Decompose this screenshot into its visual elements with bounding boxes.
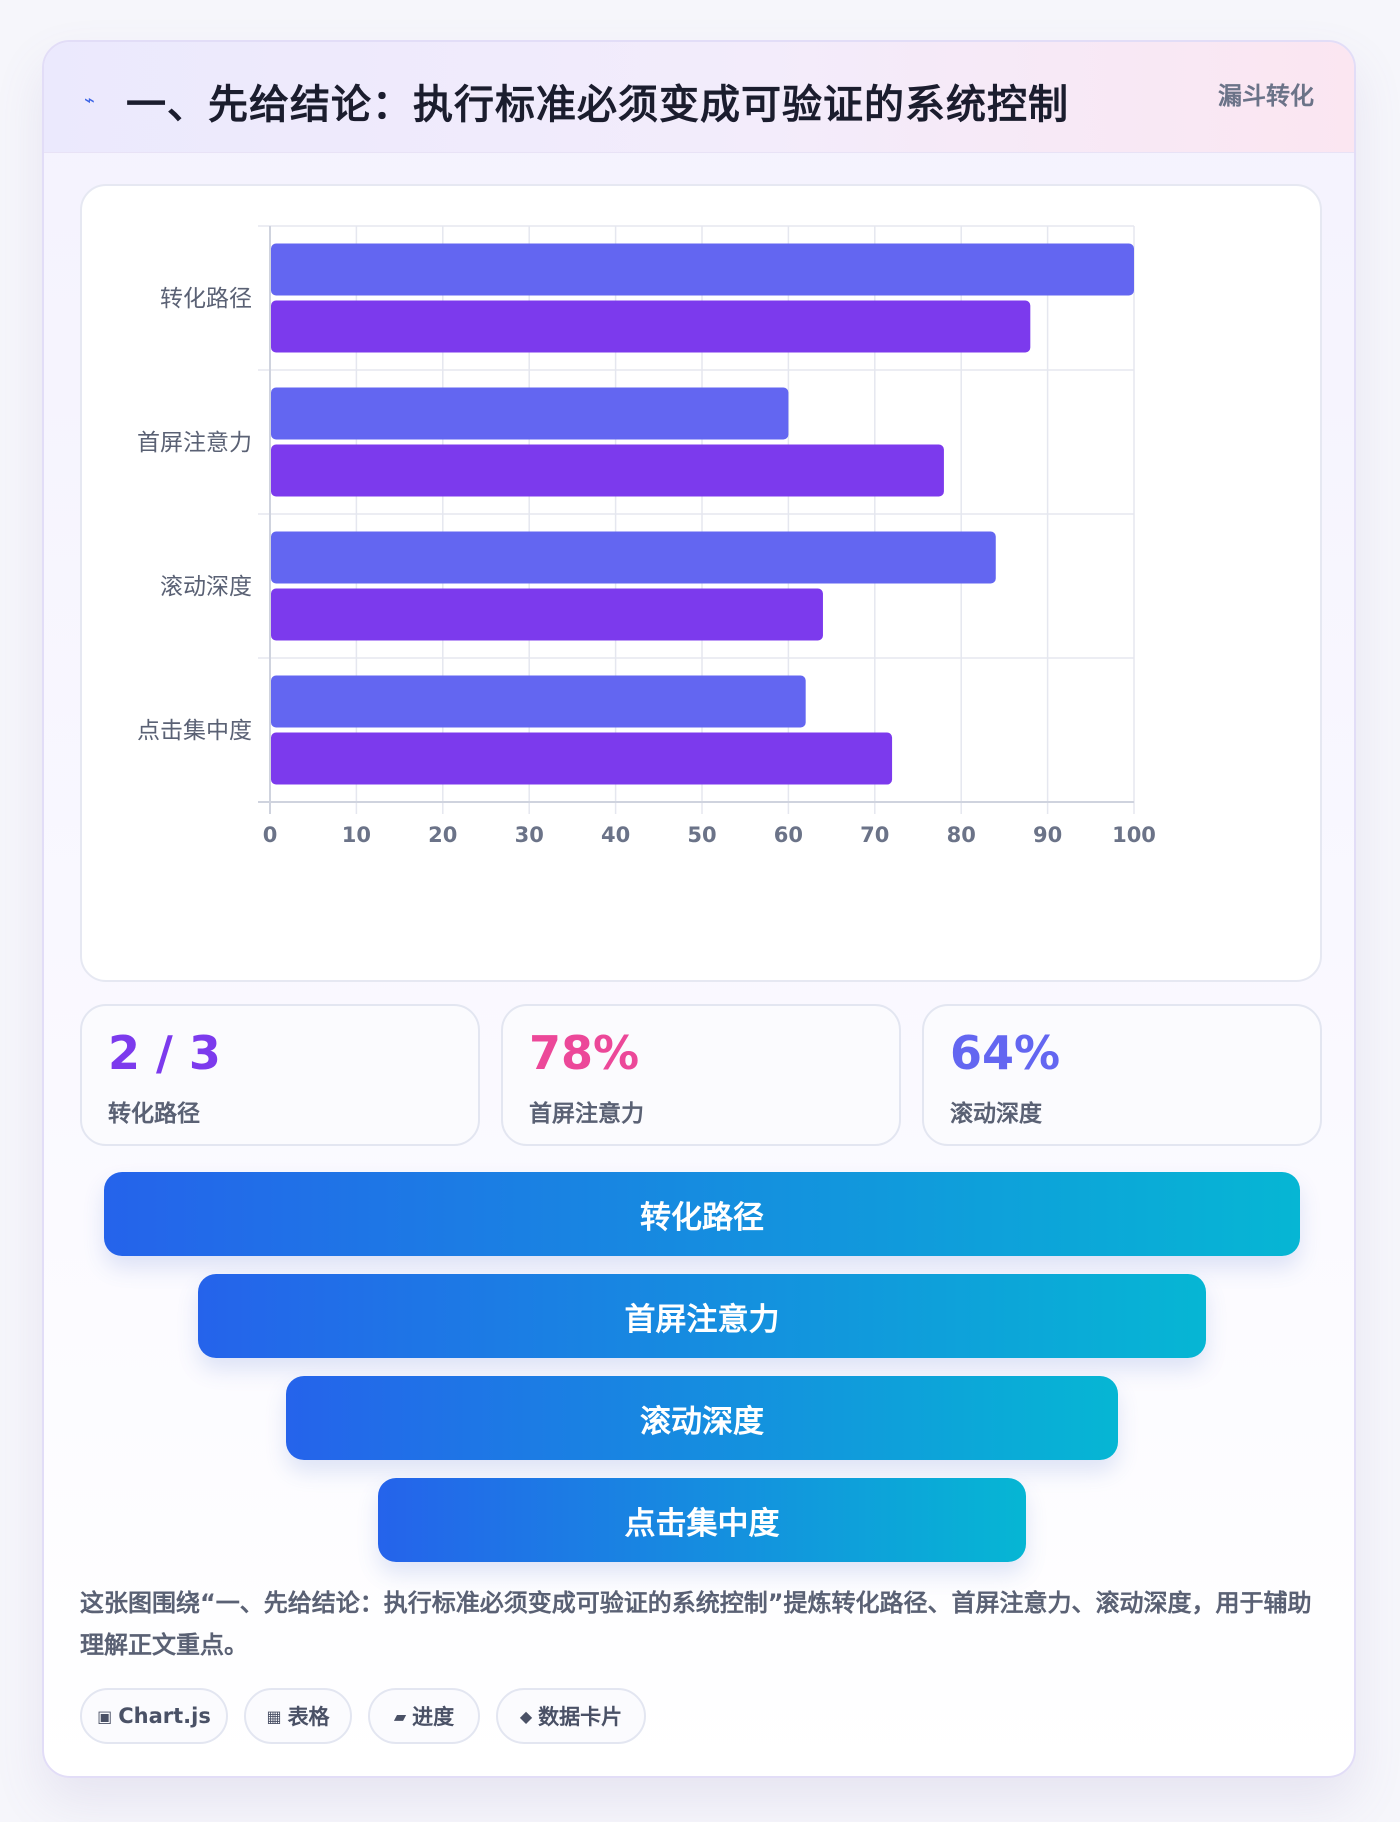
tag-label: 进度 xyxy=(412,1705,455,1729)
bar-series-2 xyxy=(271,300,1031,353)
stat-card-attention: 78% 首屏注意力 xyxy=(501,1004,901,1146)
bar-series-1 xyxy=(271,531,996,584)
card-header: ⌁ 一、先给结论：执行标准必须变成可验证的系统控制 漏斗转化 xyxy=(44,42,1354,153)
x-tick-label: 70 xyxy=(860,823,889,847)
stat-card-scroll: 64% 滚动深度 xyxy=(922,1004,1322,1146)
tag-data-card[interactable]: ◆ 数据卡片 xyxy=(496,1688,646,1744)
tag-table[interactable]: ▦ 表格 xyxy=(244,1688,352,1744)
chart-description: 这张图围绕“一、先给结论：执行标准必须变成可验证的系统控制”提炼转化路径、首屏注… xyxy=(80,1589,1312,1659)
x-tick-label: 30 xyxy=(515,823,544,847)
lightning-icon: ⌁ xyxy=(84,90,95,111)
x-tick-label: 100 xyxy=(1112,823,1156,847)
stat-label: 首屏注意力 xyxy=(529,1101,644,1127)
bar-series-1 xyxy=(271,387,789,440)
stat-value: 64% xyxy=(950,1026,1061,1080)
x-tick-label: 20 xyxy=(428,823,457,847)
bar-series-1 xyxy=(271,675,806,728)
tag-label: 表格 xyxy=(287,1705,330,1729)
bar-chart-panel: 0 10 20 30 40 50 60 70 80 90 100 转化路径首屏注意力滚动深度点击集中度 xyxy=(80,184,1322,982)
y-tick-label: 首屏注意力 xyxy=(137,430,252,456)
stat-card-conversion: 2 / 3 转化路径 xyxy=(80,1004,480,1146)
tag-progress[interactable]: ▰ 进度 xyxy=(368,1688,480,1744)
table-icon: ▦ xyxy=(266,1706,282,1726)
y-tick-label: 转化路径 xyxy=(160,286,252,312)
x-tick-label: 80 xyxy=(947,823,976,847)
x-tick-label: 0 xyxy=(263,823,278,847)
page-title: 一、先给结论：执行标准必须变成可验证的系统控制 xyxy=(126,82,1069,128)
x-tick-label: 60 xyxy=(774,823,803,847)
bar-series-2 xyxy=(271,588,823,641)
y-tick-label: 点击集中度 xyxy=(137,718,252,744)
y-tick-label: 滚动深度 xyxy=(160,574,252,600)
tag-label: Chart.js xyxy=(118,1704,211,1728)
tag-label: 数据卡片 xyxy=(538,1705,623,1729)
header-tag: 漏斗转化 xyxy=(1218,82,1314,110)
chart-card: ⌁ 一、先给结论：执行标准必须变成可验证的系统控制 漏斗转化 0 10 20 30 40… xyxy=(42,40,1356,1778)
tag-chartjs[interactable]: ▣ Chart.js xyxy=(80,1688,228,1744)
square-icon: ▣ xyxy=(97,1706,113,1726)
stat-label: 滚动深度 xyxy=(950,1101,1042,1127)
bar-series-2 xyxy=(271,732,893,785)
x-tick-label: 90 xyxy=(1033,823,1062,847)
stat-label: 转化路径 xyxy=(108,1101,200,1127)
funnel-stage-4: 点击集中度 xyxy=(378,1478,1026,1562)
funnel-stage-3: 滚动深度 xyxy=(286,1376,1118,1460)
diamond-icon: ◆ xyxy=(519,1706,533,1726)
bar-series-1 xyxy=(271,243,1134,296)
funnel-stage-1: 转化路径 xyxy=(104,1172,1300,1256)
bar-series-2 xyxy=(271,444,944,497)
stat-value: 2 / 3 xyxy=(108,1026,221,1080)
x-tick-label: 40 xyxy=(601,823,630,847)
progress-icon: ▰ xyxy=(393,1706,407,1726)
x-tick-label: 10 xyxy=(342,823,371,847)
stat-value: 78% xyxy=(529,1026,640,1080)
x-tick-label: 50 xyxy=(687,823,716,847)
funnel-stage-2: 首屏注意力 xyxy=(198,1274,1206,1358)
